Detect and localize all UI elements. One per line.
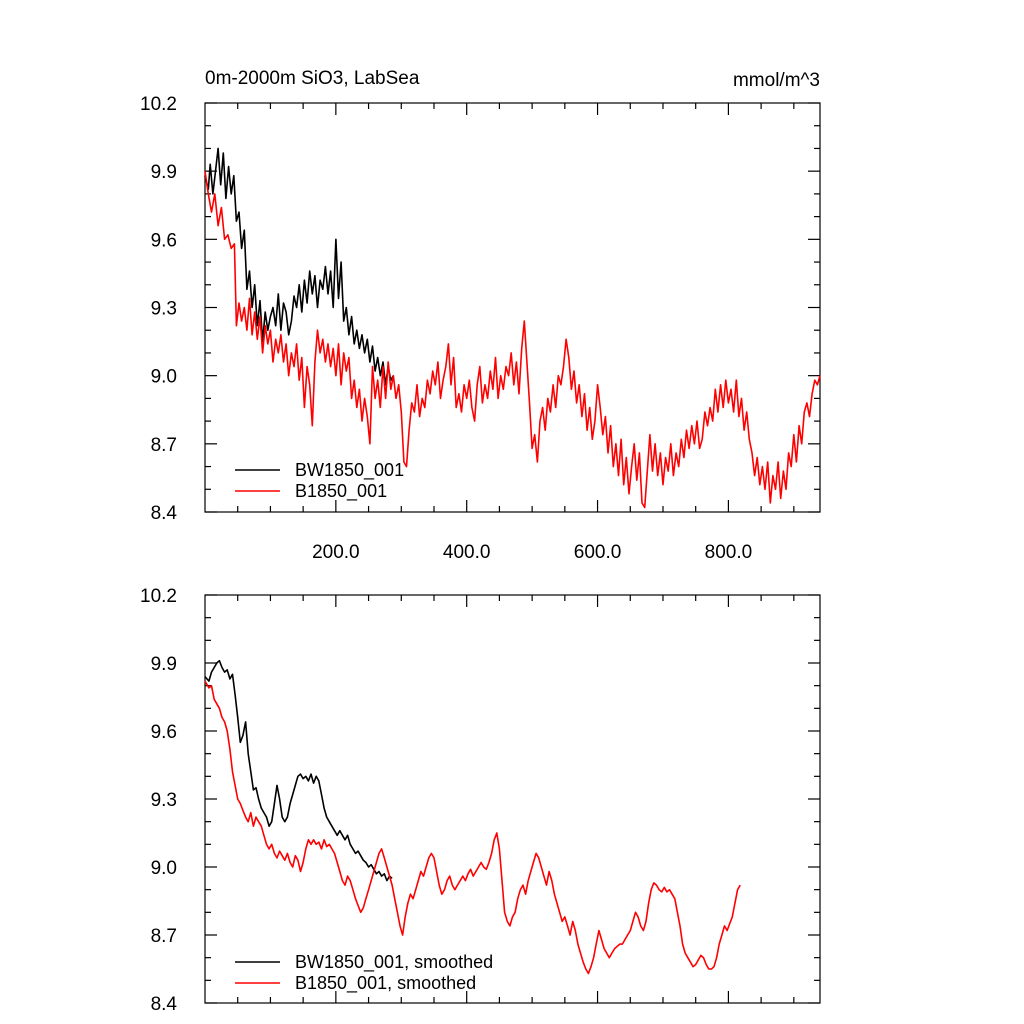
x-tick-label: 800.0 xyxy=(705,542,753,563)
y-tick-label: 9.3 xyxy=(151,790,177,811)
legend-label-bw1850-smoothed: BW1850_001, smoothed xyxy=(295,952,493,973)
y-tick-label: 9.0 xyxy=(151,367,177,388)
x-tick-label: 400.0 xyxy=(443,542,491,563)
units-label: mmol/m^3 xyxy=(733,70,820,91)
top-legend: BW1850_001 B1850_001 xyxy=(235,460,404,502)
y-tick-label: 9.0 xyxy=(151,858,177,879)
top-panel: 0m-2000m SiO3, LabSea mmol/m^3 8.4 8.7 9.0… xyxy=(140,68,821,563)
x-tick-label: 600.0 xyxy=(574,542,622,563)
legend-label-bw1850: BW1850_001 xyxy=(295,460,404,481)
y-tick-label: 9.3 xyxy=(151,299,177,320)
bottom-plot-frame xyxy=(204,594,821,1004)
y-tick-label: 9.6 xyxy=(151,722,177,743)
y-tick-label: 9.9 xyxy=(151,162,177,183)
y-tick-label: 9.6 xyxy=(151,230,177,251)
legend-label-b1850: B1850_001 xyxy=(295,481,387,502)
x-tick-label: 200.0 xyxy=(312,542,360,563)
bottom-legend: BW1850_001, smoothed B1850_001, smoothed xyxy=(235,952,493,994)
series-line-b1850-001-smoothed xyxy=(204,680,741,975)
y-tick-label: 8.4 xyxy=(151,994,178,1015)
y-tick-label: 8.7 xyxy=(151,926,177,947)
y-tick-label: 8.7 xyxy=(151,435,177,456)
y-tick-label: 9.9 xyxy=(151,654,177,675)
series-line-bw1850-001 xyxy=(204,147,395,386)
series-line-bw1850-001-smoothed xyxy=(204,659,393,882)
y-tick-label: 10.2 xyxy=(140,586,177,607)
legend-label-b1850-smoothed: B1850_001, smoothed xyxy=(295,973,476,994)
bottom-panel: 8.4 8.7 9.0 9.3 9.6 9.9 10.2 BW1850_001, smoot… xyxy=(140,586,821,1015)
series-line-b1850-001 xyxy=(204,171,821,509)
chart-title: 0m-2000m SiO3, LabSea xyxy=(205,68,420,89)
y-tick-label: 10.2 xyxy=(140,94,177,115)
y-tick-label: 8.4 xyxy=(151,503,178,524)
